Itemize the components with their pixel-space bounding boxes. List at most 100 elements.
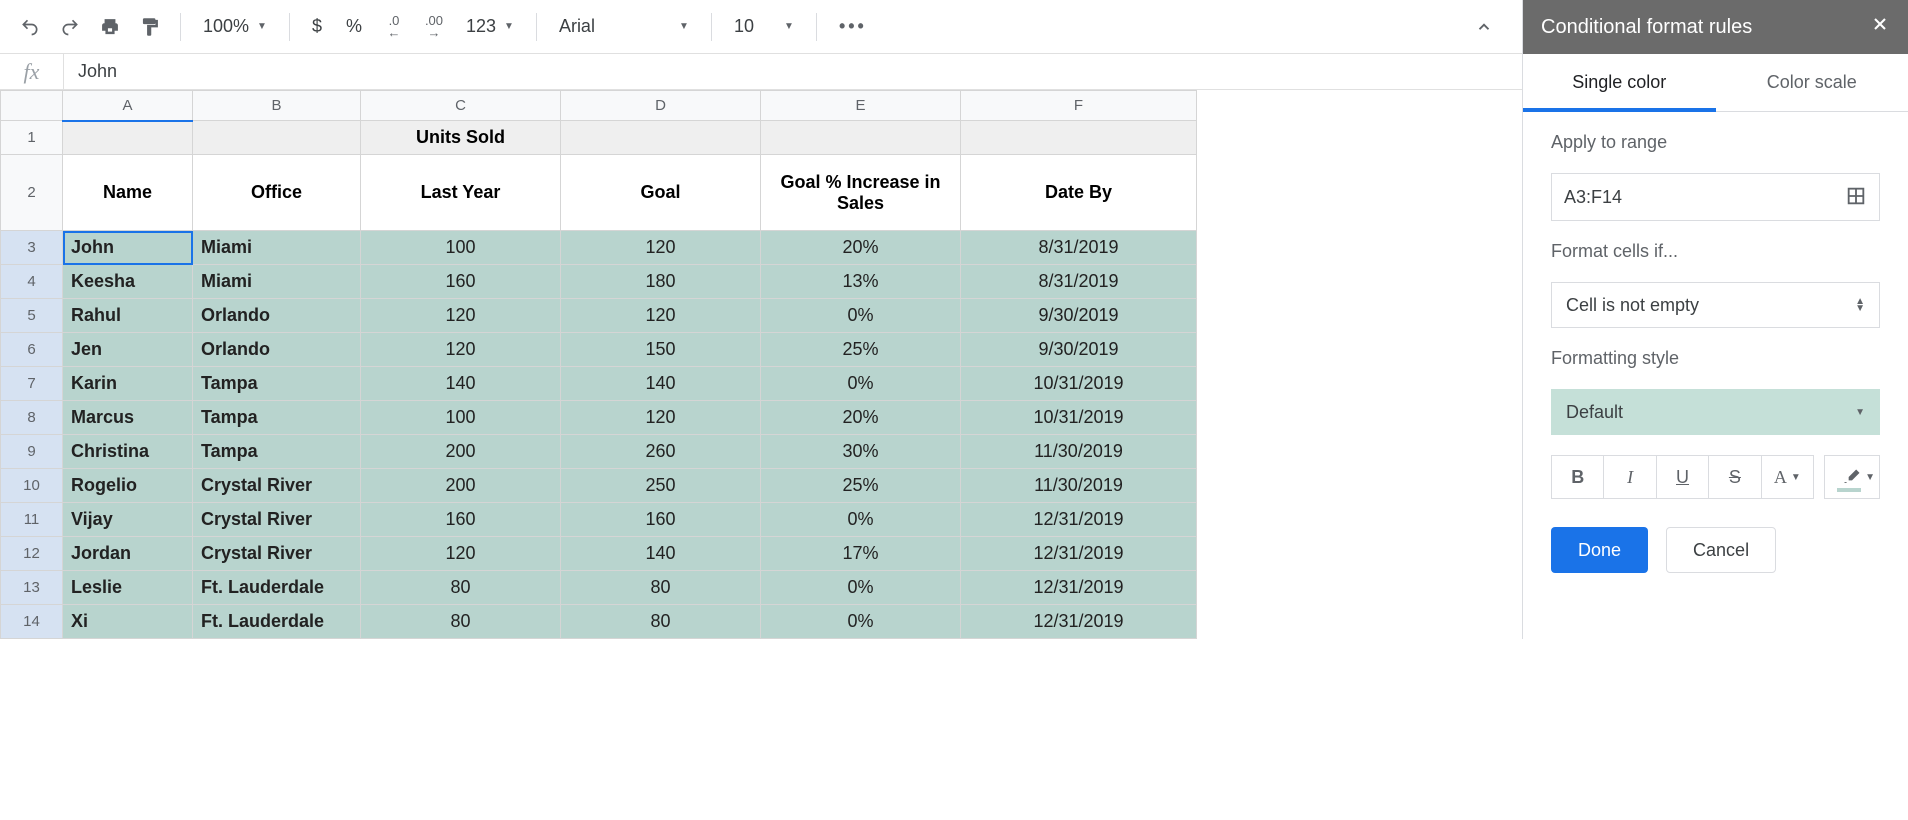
cell-D13[interactable]: 80 bbox=[561, 571, 761, 605]
cell-B14[interactable]: Ft. Lauderdale bbox=[193, 605, 361, 639]
cell-B7[interactable]: Tampa bbox=[193, 367, 361, 401]
cell-C4[interactable]: 160 bbox=[361, 265, 561, 299]
number-format-select[interactable]: 123 ▼ bbox=[456, 9, 524, 45]
cell-E10[interactable]: 25% bbox=[761, 469, 961, 503]
cell-D10[interactable]: 250 bbox=[561, 469, 761, 503]
cell-F11[interactable]: 12/31/2019 bbox=[961, 503, 1197, 537]
row-header-4[interactable]: 4 bbox=[1, 265, 63, 299]
bold-button[interactable]: B bbox=[1551, 455, 1604, 499]
font-select[interactable]: Arial ▼ bbox=[549, 9, 699, 45]
row-header-6[interactable]: 6 bbox=[1, 333, 63, 367]
zoom-select[interactable]: 100% ▼ bbox=[193, 9, 277, 45]
row-header-12[interactable]: 12 bbox=[1, 537, 63, 571]
close-icon[interactable] bbox=[1870, 14, 1890, 40]
cell-D8[interactable]: 120 bbox=[561, 401, 761, 435]
cell-C10[interactable]: 200 bbox=[361, 469, 561, 503]
col-header-C[interactable]: C bbox=[361, 91, 561, 121]
cell-B8[interactable]: Tampa bbox=[193, 401, 361, 435]
col-header-F[interactable]: F bbox=[961, 91, 1197, 121]
cell-D1[interactable] bbox=[561, 121, 761, 155]
cell-C1[interactable]: Units Sold bbox=[361, 121, 561, 155]
col-header-D[interactable]: D bbox=[561, 91, 761, 121]
cell-D12[interactable]: 140 bbox=[561, 537, 761, 571]
cell-C7[interactable]: 140 bbox=[361, 367, 561, 401]
cell-E13[interactable]: 0% bbox=[761, 571, 961, 605]
cell-C2[interactable]: Last Year bbox=[361, 155, 561, 231]
more-toolbar-button[interactable]: ••• bbox=[829, 9, 877, 45]
cell-C3[interactable]: 100 bbox=[361, 231, 561, 265]
redo-button[interactable] bbox=[52, 9, 88, 45]
increase-decimal-button[interactable]: .00 → bbox=[416, 9, 452, 45]
cell-B4[interactable]: Miami bbox=[193, 265, 361, 299]
cell-F2[interactable]: Date By bbox=[961, 155, 1197, 231]
cell-B2[interactable]: Office bbox=[193, 155, 361, 231]
cell-F8[interactable]: 10/31/2019 bbox=[961, 401, 1197, 435]
corner-cell[interactable] bbox=[1, 91, 63, 121]
cell-E1[interactable] bbox=[761, 121, 961, 155]
cell-D6[interactable]: 150 bbox=[561, 333, 761, 367]
cell-D14[interactable]: 80 bbox=[561, 605, 761, 639]
cell-D7[interactable]: 140 bbox=[561, 367, 761, 401]
cell-C5[interactable]: 120 bbox=[361, 299, 561, 333]
cell-F3[interactable]: 8/31/2019 bbox=[961, 231, 1197, 265]
cell-D3[interactable]: 120 bbox=[561, 231, 761, 265]
cell-A7[interactable]: Karin bbox=[63, 367, 193, 401]
condition-select[interactable]: Cell is not empty ▲▼ bbox=[1551, 282, 1880, 328]
row-header-14[interactable]: 14 bbox=[1, 605, 63, 639]
row-header-13[interactable]: 13 bbox=[1, 571, 63, 605]
cell-E7[interactable]: 0% bbox=[761, 367, 961, 401]
cell-D9[interactable]: 260 bbox=[561, 435, 761, 469]
cell-E5[interactable]: 0% bbox=[761, 299, 961, 333]
col-header-E[interactable]: E bbox=[761, 91, 961, 121]
cell-E4[interactable]: 13% bbox=[761, 265, 961, 299]
done-button[interactable]: Done bbox=[1551, 527, 1648, 573]
italic-button[interactable]: I bbox=[1603, 455, 1656, 499]
decrease-decimal-button[interactable]: .0 ← bbox=[376, 9, 412, 45]
cell-B3[interactable]: Miami bbox=[193, 231, 361, 265]
cell-C8[interactable]: 100 bbox=[361, 401, 561, 435]
cell-B5[interactable]: Orlando bbox=[193, 299, 361, 333]
cell-A14[interactable]: Xi bbox=[63, 605, 193, 639]
cell-F14[interactable]: 12/31/2019 bbox=[961, 605, 1197, 639]
cell-F4[interactable]: 8/31/2019 bbox=[961, 265, 1197, 299]
cell-C11[interactable]: 160 bbox=[361, 503, 561, 537]
cell-B11[interactable]: Crystal River bbox=[193, 503, 361, 537]
cell-E6[interactable]: 25% bbox=[761, 333, 961, 367]
cell-A5[interactable]: Rahul bbox=[63, 299, 193, 333]
cell-E12[interactable]: 17% bbox=[761, 537, 961, 571]
cell-D11[interactable]: 160 bbox=[561, 503, 761, 537]
cell-D5[interactable]: 120 bbox=[561, 299, 761, 333]
currency-button[interactable]: $ bbox=[302, 9, 332, 45]
print-button[interactable] bbox=[92, 9, 128, 45]
text-color-button[interactable]: A ▼ bbox=[1761, 455, 1814, 499]
tab-color-scale[interactable]: Color scale bbox=[1716, 54, 1908, 111]
paint-format-button[interactable] bbox=[132, 9, 168, 45]
grid-icon[interactable] bbox=[1845, 185, 1867, 210]
cell-F6[interactable]: 9/30/2019 bbox=[961, 333, 1197, 367]
row-header-9[interactable]: 9 bbox=[1, 435, 63, 469]
cell-E2[interactable]: Goal % Increase in Sales bbox=[761, 155, 961, 231]
cell-F7[interactable]: 10/31/2019 bbox=[961, 367, 1197, 401]
cell-A13[interactable]: Leslie bbox=[63, 571, 193, 605]
range-input[interactable] bbox=[1564, 187, 1845, 208]
row-header-8[interactable]: 8 bbox=[1, 401, 63, 435]
cell-E3[interactable]: 20% bbox=[761, 231, 961, 265]
cell-E9[interactable]: 30% bbox=[761, 435, 961, 469]
cell-A8[interactable]: Marcus bbox=[63, 401, 193, 435]
percent-button[interactable]: % bbox=[336, 9, 372, 45]
cell-A11[interactable]: Vijay bbox=[63, 503, 193, 537]
cell-F13[interactable]: 12/31/2019 bbox=[961, 571, 1197, 605]
cell-B12[interactable]: Crystal River bbox=[193, 537, 361, 571]
row-header-5[interactable]: 5 bbox=[1, 299, 63, 333]
strike-button[interactable]: S bbox=[1708, 455, 1761, 499]
row-header-10[interactable]: 10 bbox=[1, 469, 63, 503]
formula-input[interactable] bbox=[78, 61, 1508, 82]
cell-A1[interactable] bbox=[63, 121, 193, 155]
cell-C12[interactable]: 120 bbox=[361, 537, 561, 571]
underline-button[interactable]: U bbox=[1656, 455, 1709, 499]
cell-B13[interactable]: Ft. Lauderdale bbox=[193, 571, 361, 605]
fill-color-button[interactable]: ▼ bbox=[1824, 455, 1880, 499]
cell-C13[interactable]: 80 bbox=[361, 571, 561, 605]
cell-C6[interactable]: 120 bbox=[361, 333, 561, 367]
cancel-button[interactable]: Cancel bbox=[1666, 527, 1776, 573]
